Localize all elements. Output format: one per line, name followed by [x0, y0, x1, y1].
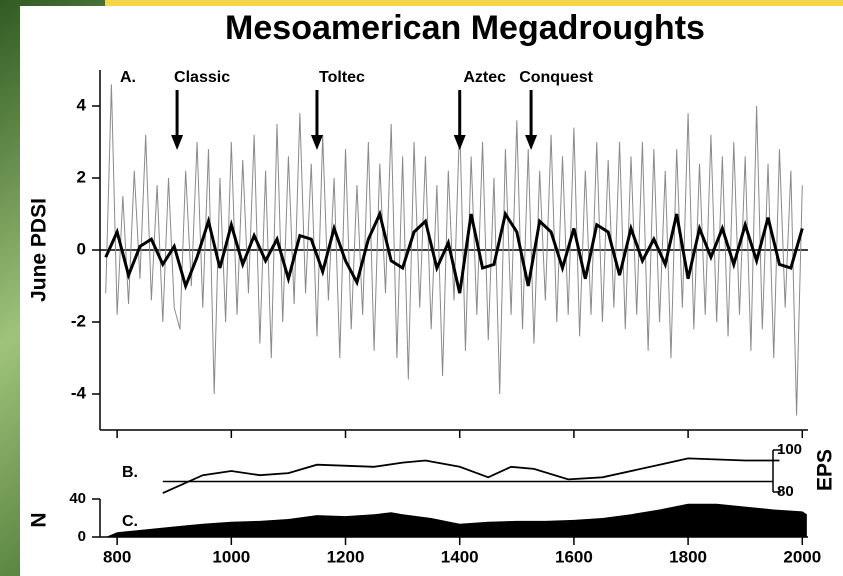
annotation: Classic — [174, 69, 230, 86]
panel-label: C. — [122, 513, 138, 530]
data-line — [162, 457, 780, 494]
top-bar — [105, 0, 843, 6]
chart-title: Mesoamerican Megadroughts — [225, 9, 705, 47]
annotation-arrowhead — [171, 135, 184, 150]
chart-panel — [20, 6, 843, 576]
annotation-arrowhead — [453, 135, 466, 150]
panel-label: A. — [120, 69, 136, 86]
y-tick-label: 0 — [78, 528, 86, 545]
y-tick-label: 2 — [77, 167, 86, 186]
y-tick-label: 40 — [69, 490, 86, 507]
annotation: Toltec — [319, 69, 365, 86]
annotation: Conquest — [519, 69, 593, 86]
x-tick-label: 1000 — [212, 547, 250, 566]
y-tick-label: -4 — [71, 383, 87, 402]
x-tick-label: 1200 — [327, 547, 365, 566]
data-line — [105, 84, 803, 416]
panel-label: B. — [122, 464, 138, 481]
data-line — [104, 209, 804, 294]
y2-axis-label: EPS — [814, 449, 837, 491]
y-axis-label: N — [28, 512, 51, 527]
y-axis-label: June PDSI — [28, 198, 51, 302]
y-tick-label: 0 — [77, 239, 86, 258]
annotation: Aztec — [463, 69, 506, 86]
data-area — [105, 503, 807, 537]
x-tick-label: 1600 — [555, 547, 593, 566]
y-tick-label: 80 — [777, 483, 794, 500]
y-tick-label: 100 — [777, 441, 802, 458]
x-tick-label: 1800 — [669, 547, 707, 566]
x-tick-label: 2000 — [783, 547, 821, 566]
y-tick-label: -2 — [71, 311, 86, 330]
x-tick-label: 800 — [103, 547, 131, 566]
y-tick-label: 4 — [77, 95, 87, 114]
x-tick-label: 1400 — [441, 547, 479, 566]
annotation-arrowhead — [525, 135, 538, 150]
annotation-arrowhead — [310, 135, 323, 150]
